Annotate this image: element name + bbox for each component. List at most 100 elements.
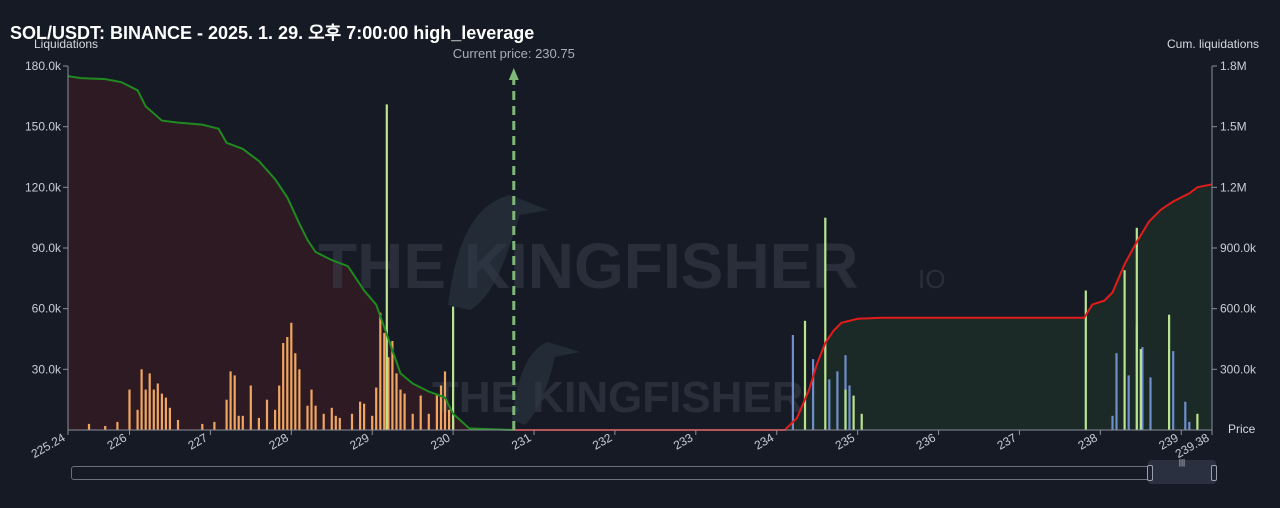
right-tick-label-1: 600.0k <box>1220 302 1257 316</box>
orange-bar-55 <box>443 371 447 430</box>
orange-bar-43 <box>379 312 382 430</box>
orange-bar-9 <box>156 383 159 430</box>
orange-bar-30 <box>298 369 301 430</box>
range-right-handle[interactable] <box>1211 465 1217 481</box>
left-axis-title: Liquidations <box>34 37 99 51</box>
current-price-arrow-icon <box>508 68 519 80</box>
orange-bar-5 <box>140 369 143 430</box>
orange-bar-18 <box>233 375 236 430</box>
orange-bar-12 <box>168 407 171 430</box>
blue-bar-13 <box>1184 401 1187 430</box>
orange-bar-7 <box>148 373 151 430</box>
orange-bar-1 <box>104 426 107 430</box>
orange-bar-0 <box>87 423 91 430</box>
blue-bar-3 <box>836 371 839 430</box>
orange-bar-47 <box>395 373 398 430</box>
orange-bar-20 <box>241 415 244 430</box>
range-left-handle[interactable] <box>1147 465 1153 481</box>
orange-bar-4 <box>136 409 139 430</box>
right-tick-label-2: 900.0k <box>1220 241 1257 255</box>
orange-bar-31 <box>306 405 309 430</box>
orange-bar-17 <box>229 371 232 430</box>
orange-bar-37 <box>338 417 341 430</box>
orange-bar-42 <box>375 387 378 430</box>
orange-bar-50 <box>411 413 414 430</box>
orange-bar-46 <box>391 341 394 430</box>
orange-bar-3 <box>128 389 131 430</box>
orange-bar-40 <box>363 403 366 430</box>
x-tick-label-3: 228 <box>266 430 291 452</box>
orange-bar-14 <box>201 423 204 430</box>
x-tick-label-10: 235 <box>833 430 858 452</box>
blue-bar-2 <box>828 379 831 430</box>
right-tick-label-3: 1.2M <box>1220 180 1247 194</box>
orange-bar-27 <box>286 337 289 430</box>
orange-bar-10 <box>160 393 163 430</box>
orange-bar-32 <box>310 389 313 430</box>
left-tick-label-1: 60.0k <box>32 302 62 316</box>
orange-bar-35 <box>330 407 333 430</box>
watermark-text-small: THE KINGFISHER <box>432 373 804 422</box>
orange-bar-21 <box>249 385 252 430</box>
orange-bar-41 <box>371 415 374 430</box>
x-axis-title: Price <box>1228 422 1256 436</box>
x-tick-label-9: 234 <box>752 430 777 452</box>
range-grip-icon[interactable]: ||| <box>1178 458 1186 467</box>
x-tick-label-12: 237 <box>995 430 1020 452</box>
orange-bar-54 <box>439 385 443 430</box>
long-cum-area <box>513 184 1212 430</box>
short-cum-area <box>68 76 514 430</box>
right-tick-label-4: 1.5M <box>1220 120 1247 134</box>
orange-bar-28 <box>290 322 293 430</box>
blue-bar-5 <box>848 385 851 430</box>
green-bar-12 <box>1196 413 1199 430</box>
orange-bar-53 <box>435 393 438 430</box>
orange-bar-29 <box>294 353 297 430</box>
x-tick-label-7: 232 <box>590 430 615 452</box>
kingfisher-logo-icon-small <box>512 342 580 425</box>
green-bar-7 <box>1084 290 1087 430</box>
short-cum-line <box>67 75 514 431</box>
orange-bar-52 <box>427 413 430 430</box>
x-tick-label-5: 230 <box>428 430 453 452</box>
orange-bar-13 <box>176 419 180 430</box>
blue-bar-14 <box>1188 421 1191 430</box>
orange-bar-36 <box>334 415 337 430</box>
range-scroll-thumb[interactable] <box>1148 460 1216 484</box>
current-price-label: Current price: 230.75 <box>453 46 575 61</box>
x-tick-label-2: 227 <box>186 430 211 452</box>
green-bar-10 <box>1139 349 1142 430</box>
orange-bar-49 <box>403 393 406 430</box>
orange-bar-23 <box>265 399 269 430</box>
range-scrollbar[interactable] <box>71 466 1217 480</box>
kingfisher-logo-icon <box>448 195 548 310</box>
orange-bar-34 <box>322 413 325 430</box>
green-bar-11 <box>1168 314 1171 430</box>
x-tick-label-4: 229 <box>347 430 372 452</box>
blue-bar-8 <box>1127 375 1130 430</box>
blue-bar-0 <box>791 335 794 430</box>
orange-bar-15 <box>213 421 216 430</box>
right-axis-title: Cum. liquidations <box>1167 37 1260 51</box>
orange-bar-24 <box>274 409 277 430</box>
left-tick-label-4: 150.0k <box>25 120 62 134</box>
orange-bar-8 <box>152 389 155 430</box>
orange-bar-22 <box>257 417 260 430</box>
orange-bar-44 <box>383 332 386 430</box>
left-tick-label-2: 90.0k <box>32 241 62 255</box>
x-tick-label-0: 225.24 <box>29 430 68 461</box>
green-bar-6 <box>860 413 863 430</box>
watermark-text: THE KINGFISHER <box>318 230 858 302</box>
blue-bar-6 <box>1111 415 1114 430</box>
green-bar-2 <box>803 320 807 430</box>
left-tick-label-5: 180.0k <box>25 59 62 73</box>
orange-bar-25 <box>278 385 281 430</box>
green-bar-3 <box>824 217 827 430</box>
orange-bar-11 <box>164 397 167 430</box>
green-bar-8 <box>1123 270 1126 430</box>
orange-bar-26 <box>282 343 285 430</box>
orange-bar-2 <box>116 421 119 430</box>
orange-bar-39 <box>359 401 362 430</box>
blue-bar-1 <box>812 359 815 430</box>
